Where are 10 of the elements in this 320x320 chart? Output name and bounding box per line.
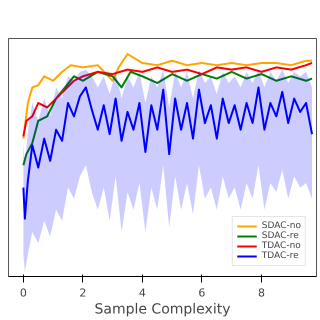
legend-label: SDAC-no (262, 221, 301, 231)
x-tick-label: 6 (198, 286, 206, 300)
x-tick-label: 4 (138, 286, 146, 300)
x-axis-title: Sample Complexity (94, 302, 231, 318)
legend-label: TDAC-no (262, 241, 301, 251)
legend-label: SDAC-re (262, 231, 299, 241)
x-tick-label: 2 (79, 286, 86, 300)
x-tick-label: 8 (258, 286, 265, 300)
legend-label: TDAC-re (262, 251, 299, 261)
x-tick-label: 0 (20, 286, 27, 300)
